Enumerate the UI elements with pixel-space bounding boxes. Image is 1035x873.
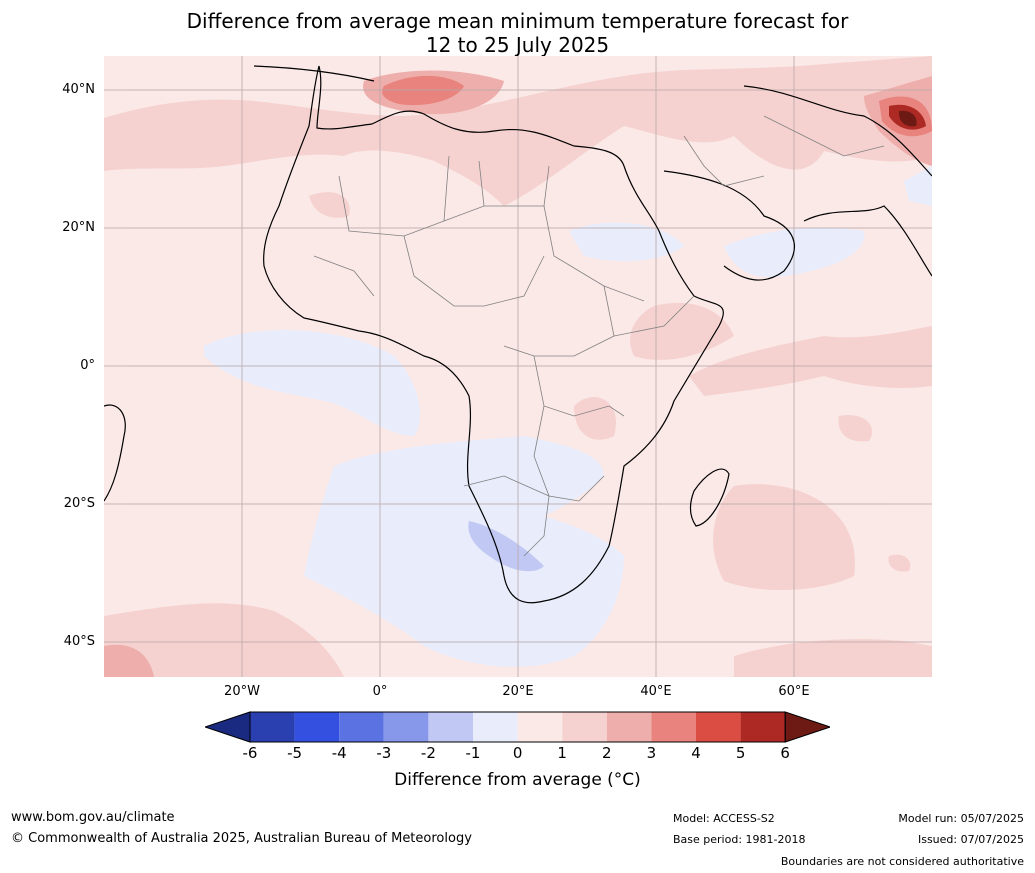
footer-disclaimer: Boundaries are not considered authoritat… <box>780 855 1024 868</box>
anomaly-peak <box>898 110 917 127</box>
colorbar-label: Difference from average (°C) <box>394 770 641 790</box>
lat-label-40s: 40°S <box>63 634 95 649</box>
map-title-line1: Difference from average mean minimum tem… <box>186 9 849 33</box>
lat-label-20s: 20°S <box>63 496 95 511</box>
footer-issued: Issued: 07/07/2025 <box>917 833 1024 846</box>
colorbar-tick-label: -4 <box>331 744 347 762</box>
graticule <box>104 56 932 677</box>
colorbar-cell <box>696 712 741 742</box>
colorbar-cell <box>740 712 786 742</box>
lon-label-20e: 20°E <box>502 684 534 699</box>
colorbar-arrow-high <box>784 711 830 743</box>
colorbar-tick-label: 6 <box>780 744 790 762</box>
footer-website: www.bom.gov.au/climate <box>11 810 175 825</box>
colorbar-cell <box>339 712 384 742</box>
footer-model: Model: ACCESS-S2 <box>673 812 775 825</box>
lat-label-40n: 40°N <box>62 82 95 97</box>
colorbar-cell <box>517 712 563 742</box>
lat-label-0: 0° <box>80 358 95 373</box>
colorbar-tick-label: 1 <box>557 744 567 762</box>
colorbar-arrow-low <box>205 711 251 743</box>
colorbar-tick-label: -2 <box>420 744 436 762</box>
colorbar-tick-label: -5 <box>287 744 303 762</box>
colorbar-cell <box>294 712 340 742</box>
colorbar-cell <box>428 712 473 742</box>
colorbar-tick-label: 5 <box>735 744 746 762</box>
colorbar-tick-label: 0 <box>512 744 523 762</box>
colorbar-tick-label: -3 <box>376 744 392 762</box>
colorbar-tick-label: 2 <box>602 744 612 762</box>
colorbar-frame <box>249 711 786 743</box>
coastlines <box>104 65 932 604</box>
colorbar-cell <box>562 712 607 742</box>
colorbar-cell <box>651 712 696 742</box>
colorbar <box>205 711 830 743</box>
colorbar-tick-label: 4 <box>691 744 701 762</box>
anomaly-band-neg2-neg1 <box>468 521 544 572</box>
country-borders <box>313 115 885 557</box>
footer-model-run: Model run: 05/07/2025 <box>898 812 1024 825</box>
lon-label-20w: 20°W <box>224 684 260 699</box>
colorbar-tick-label: -1 <box>465 744 481 762</box>
lat-label-20n: 20°N <box>62 220 95 235</box>
colorbar-cell <box>473 712 518 742</box>
lon-label-40e: 40°E <box>640 684 672 699</box>
colorbar-cell <box>250 712 295 742</box>
lon-label-0: 0° <box>372 684 388 699</box>
footer-copyright: © Commonwealth of Australia 2025, Austra… <box>11 831 472 846</box>
colorbar-cell <box>606 712 652 742</box>
map-title-line2: 12 to 25 July 2025 <box>425 33 610 57</box>
colorbar-tick-label: -6 <box>242 744 258 762</box>
anomaly-map <box>104 56 932 677</box>
colorbar-cell <box>383 712 429 742</box>
footer-base-period: Base period: 1981-2018 <box>673 833 806 846</box>
lon-label-60e: 60°E <box>778 684 810 699</box>
colorbar-tick-label: 3 <box>646 744 657 762</box>
